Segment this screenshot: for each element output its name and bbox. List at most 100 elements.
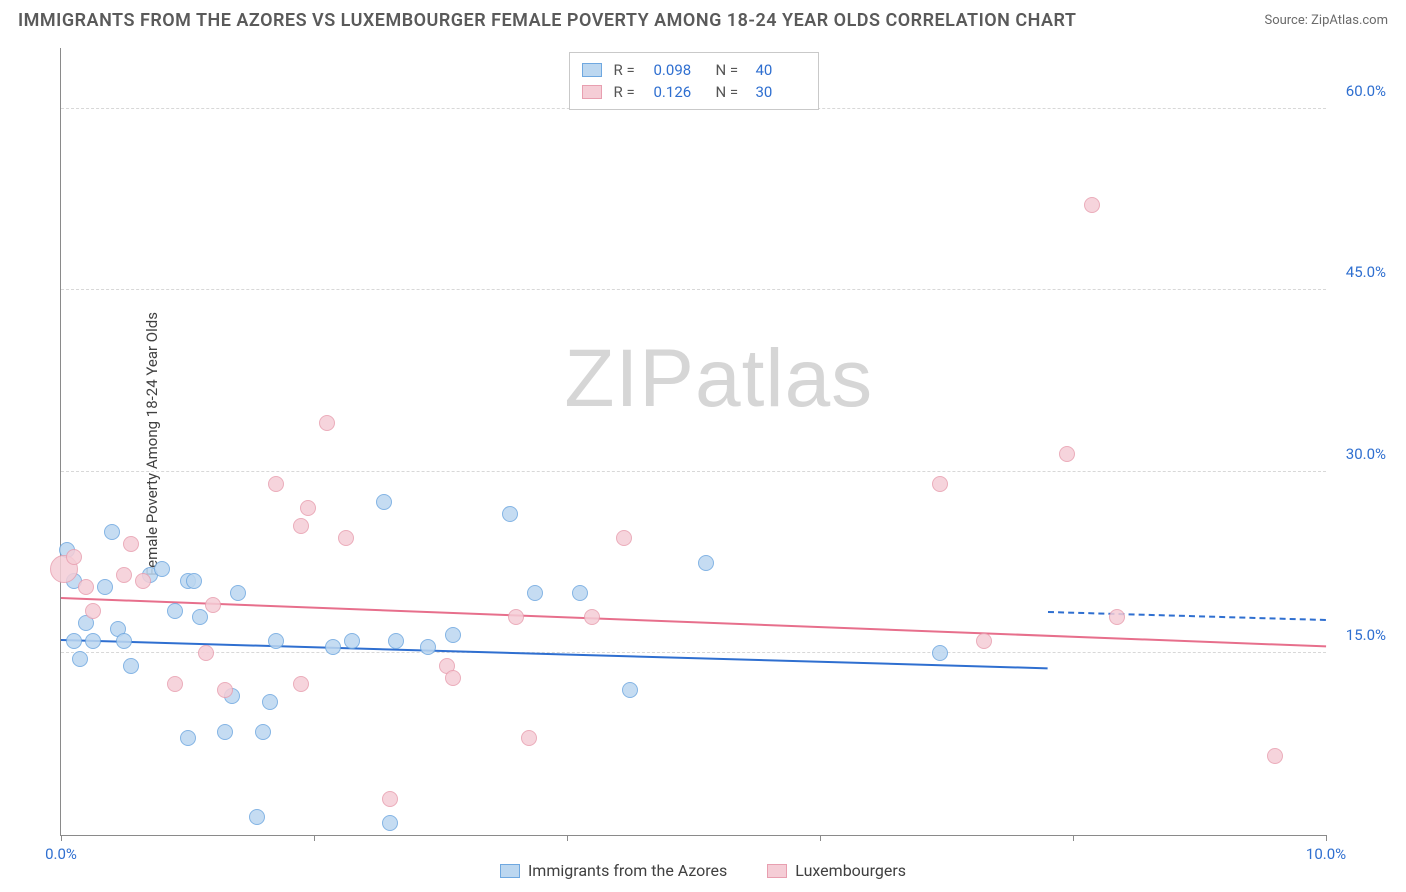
data-point xyxy=(319,415,335,431)
data-point xyxy=(262,694,278,710)
data-point xyxy=(508,609,524,625)
data-point xyxy=(123,536,139,552)
data-point xyxy=(205,597,221,613)
swatch-lux xyxy=(767,864,787,878)
legend-label: Immigrants from the Azores xyxy=(528,861,727,880)
data-point xyxy=(622,682,638,698)
data-point xyxy=(698,555,714,571)
gridline xyxy=(61,471,1326,472)
watermark-thin: atlas xyxy=(695,333,873,424)
data-point xyxy=(584,609,600,625)
legend-item-lux: Luxembourgers xyxy=(767,861,906,880)
data-point xyxy=(932,476,948,492)
data-point xyxy=(388,633,404,649)
data-point xyxy=(325,639,341,655)
n-label: N = xyxy=(716,81,744,103)
data-point xyxy=(1059,446,1075,462)
data-point xyxy=(527,585,543,601)
data-point xyxy=(230,585,246,601)
data-point xyxy=(268,476,284,492)
data-point xyxy=(66,549,82,565)
x-tick xyxy=(314,835,315,841)
r-label: R = xyxy=(614,81,642,103)
n-value: 40 xyxy=(756,59,806,81)
watermark: ZIPatlas xyxy=(564,332,873,426)
data-point xyxy=(293,518,309,534)
source-label: Source: ZipAtlas.com xyxy=(1264,13,1388,28)
data-point xyxy=(1109,609,1125,625)
data-point xyxy=(116,567,132,583)
plot-region: ZIPatlas R = 0.098 N = 40 R = 0.126 N = … xyxy=(60,48,1326,836)
data-point xyxy=(932,645,948,661)
data-point xyxy=(1084,197,1100,213)
data-point xyxy=(344,633,360,649)
data-point xyxy=(376,494,392,510)
data-point xyxy=(1267,748,1283,764)
gridline xyxy=(61,289,1326,290)
swatch-lux xyxy=(582,85,602,99)
header: IMMIGRANTS FROM THE AZORES VS LUXEMBOURG… xyxy=(0,0,1406,35)
watermark-bold: ZIP xyxy=(564,333,695,424)
data-point xyxy=(198,645,214,661)
data-point xyxy=(445,670,461,686)
x-tick xyxy=(1073,835,1074,841)
x-tick xyxy=(1326,835,1327,841)
data-point xyxy=(97,579,113,595)
y-tick-label: 60.0% xyxy=(1346,82,1386,100)
y-tick-label: 30.0% xyxy=(1346,445,1386,463)
data-point xyxy=(268,633,284,649)
data-point xyxy=(78,579,94,595)
data-point xyxy=(255,724,271,740)
data-point xyxy=(123,658,139,674)
n-value: 30 xyxy=(756,81,806,103)
chart-area: Female Poverty Among 18-24 Year Olds ZIP… xyxy=(50,48,1394,840)
stats-row-lux: R = 0.126 N = 30 xyxy=(582,81,806,103)
data-point xyxy=(293,676,309,692)
legend-item-azores: Immigrants from the Azores xyxy=(500,861,727,880)
data-point xyxy=(502,506,518,522)
series-legend: Immigrants from the Azores Luxembourgers xyxy=(0,861,1406,880)
r-label: R = xyxy=(614,59,642,81)
data-point xyxy=(616,530,632,546)
x-tick xyxy=(567,835,568,841)
data-point xyxy=(445,627,461,643)
data-point xyxy=(85,633,101,649)
data-point xyxy=(249,809,265,825)
stats-row-azores: R = 0.098 N = 40 xyxy=(582,59,806,81)
x-tick xyxy=(61,835,62,841)
chart-title: IMMIGRANTS FROM THE AZORES VS LUXEMBOURG… xyxy=(18,10,1076,31)
data-point xyxy=(167,676,183,692)
swatch-azores xyxy=(582,63,602,77)
data-point xyxy=(300,500,316,516)
data-point xyxy=(85,603,101,619)
data-point xyxy=(186,573,202,589)
data-point xyxy=(154,561,170,577)
data-point xyxy=(167,603,183,619)
x-tick xyxy=(820,835,821,841)
y-tick-label: 15.0% xyxy=(1346,626,1386,644)
data-point xyxy=(382,815,398,831)
data-point xyxy=(192,609,208,625)
data-point xyxy=(338,530,354,546)
data-point xyxy=(72,651,88,667)
data-point xyxy=(116,633,132,649)
data-point xyxy=(104,524,120,540)
data-point xyxy=(976,633,992,649)
n-label: N = xyxy=(716,59,744,81)
data-point xyxy=(217,682,233,698)
data-point xyxy=(135,573,151,589)
trend-line xyxy=(1048,611,1326,621)
data-point xyxy=(217,724,233,740)
legend-label: Luxembourgers xyxy=(795,861,906,880)
swatch-azores xyxy=(500,864,520,878)
stats-legend: R = 0.098 N = 40 R = 0.126 N = 30 xyxy=(569,52,819,110)
data-point xyxy=(572,585,588,601)
r-value: 0.098 xyxy=(654,59,704,81)
trend-line xyxy=(61,597,1326,647)
data-point xyxy=(521,730,537,746)
data-point xyxy=(420,639,436,655)
data-point xyxy=(66,633,82,649)
y-tick-label: 45.0% xyxy=(1346,263,1386,281)
r-value: 0.126 xyxy=(654,81,704,103)
gridline xyxy=(61,652,1326,653)
